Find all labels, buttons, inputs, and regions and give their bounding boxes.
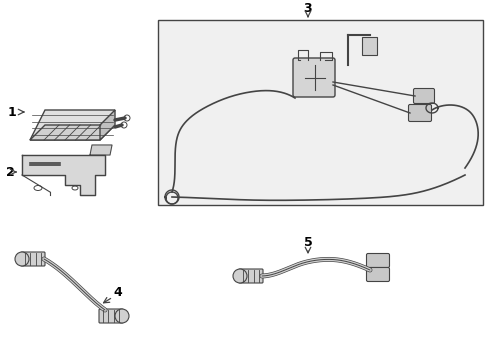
Text: 1: 1 bbox=[8, 105, 16, 118]
Circle shape bbox=[232, 269, 246, 283]
Polygon shape bbox=[22, 155, 105, 195]
Polygon shape bbox=[30, 125, 115, 140]
FancyBboxPatch shape bbox=[292, 58, 334, 97]
FancyBboxPatch shape bbox=[407, 104, 430, 122]
FancyBboxPatch shape bbox=[21, 252, 45, 266]
Polygon shape bbox=[100, 110, 115, 140]
FancyBboxPatch shape bbox=[239, 269, 263, 283]
Polygon shape bbox=[30, 110, 115, 140]
FancyBboxPatch shape bbox=[99, 309, 123, 323]
Bar bbox=[158, 20, 482, 205]
FancyBboxPatch shape bbox=[366, 267, 389, 282]
Text: 5: 5 bbox=[303, 235, 312, 248]
Polygon shape bbox=[90, 145, 112, 155]
Circle shape bbox=[115, 309, 129, 323]
Text: 3: 3 bbox=[303, 1, 312, 14]
Text: 2: 2 bbox=[6, 166, 14, 179]
Circle shape bbox=[15, 252, 29, 266]
FancyBboxPatch shape bbox=[366, 253, 389, 267]
Bar bbox=[361, 37, 376, 55]
Text: 4: 4 bbox=[113, 285, 122, 298]
FancyBboxPatch shape bbox=[413, 89, 434, 104]
